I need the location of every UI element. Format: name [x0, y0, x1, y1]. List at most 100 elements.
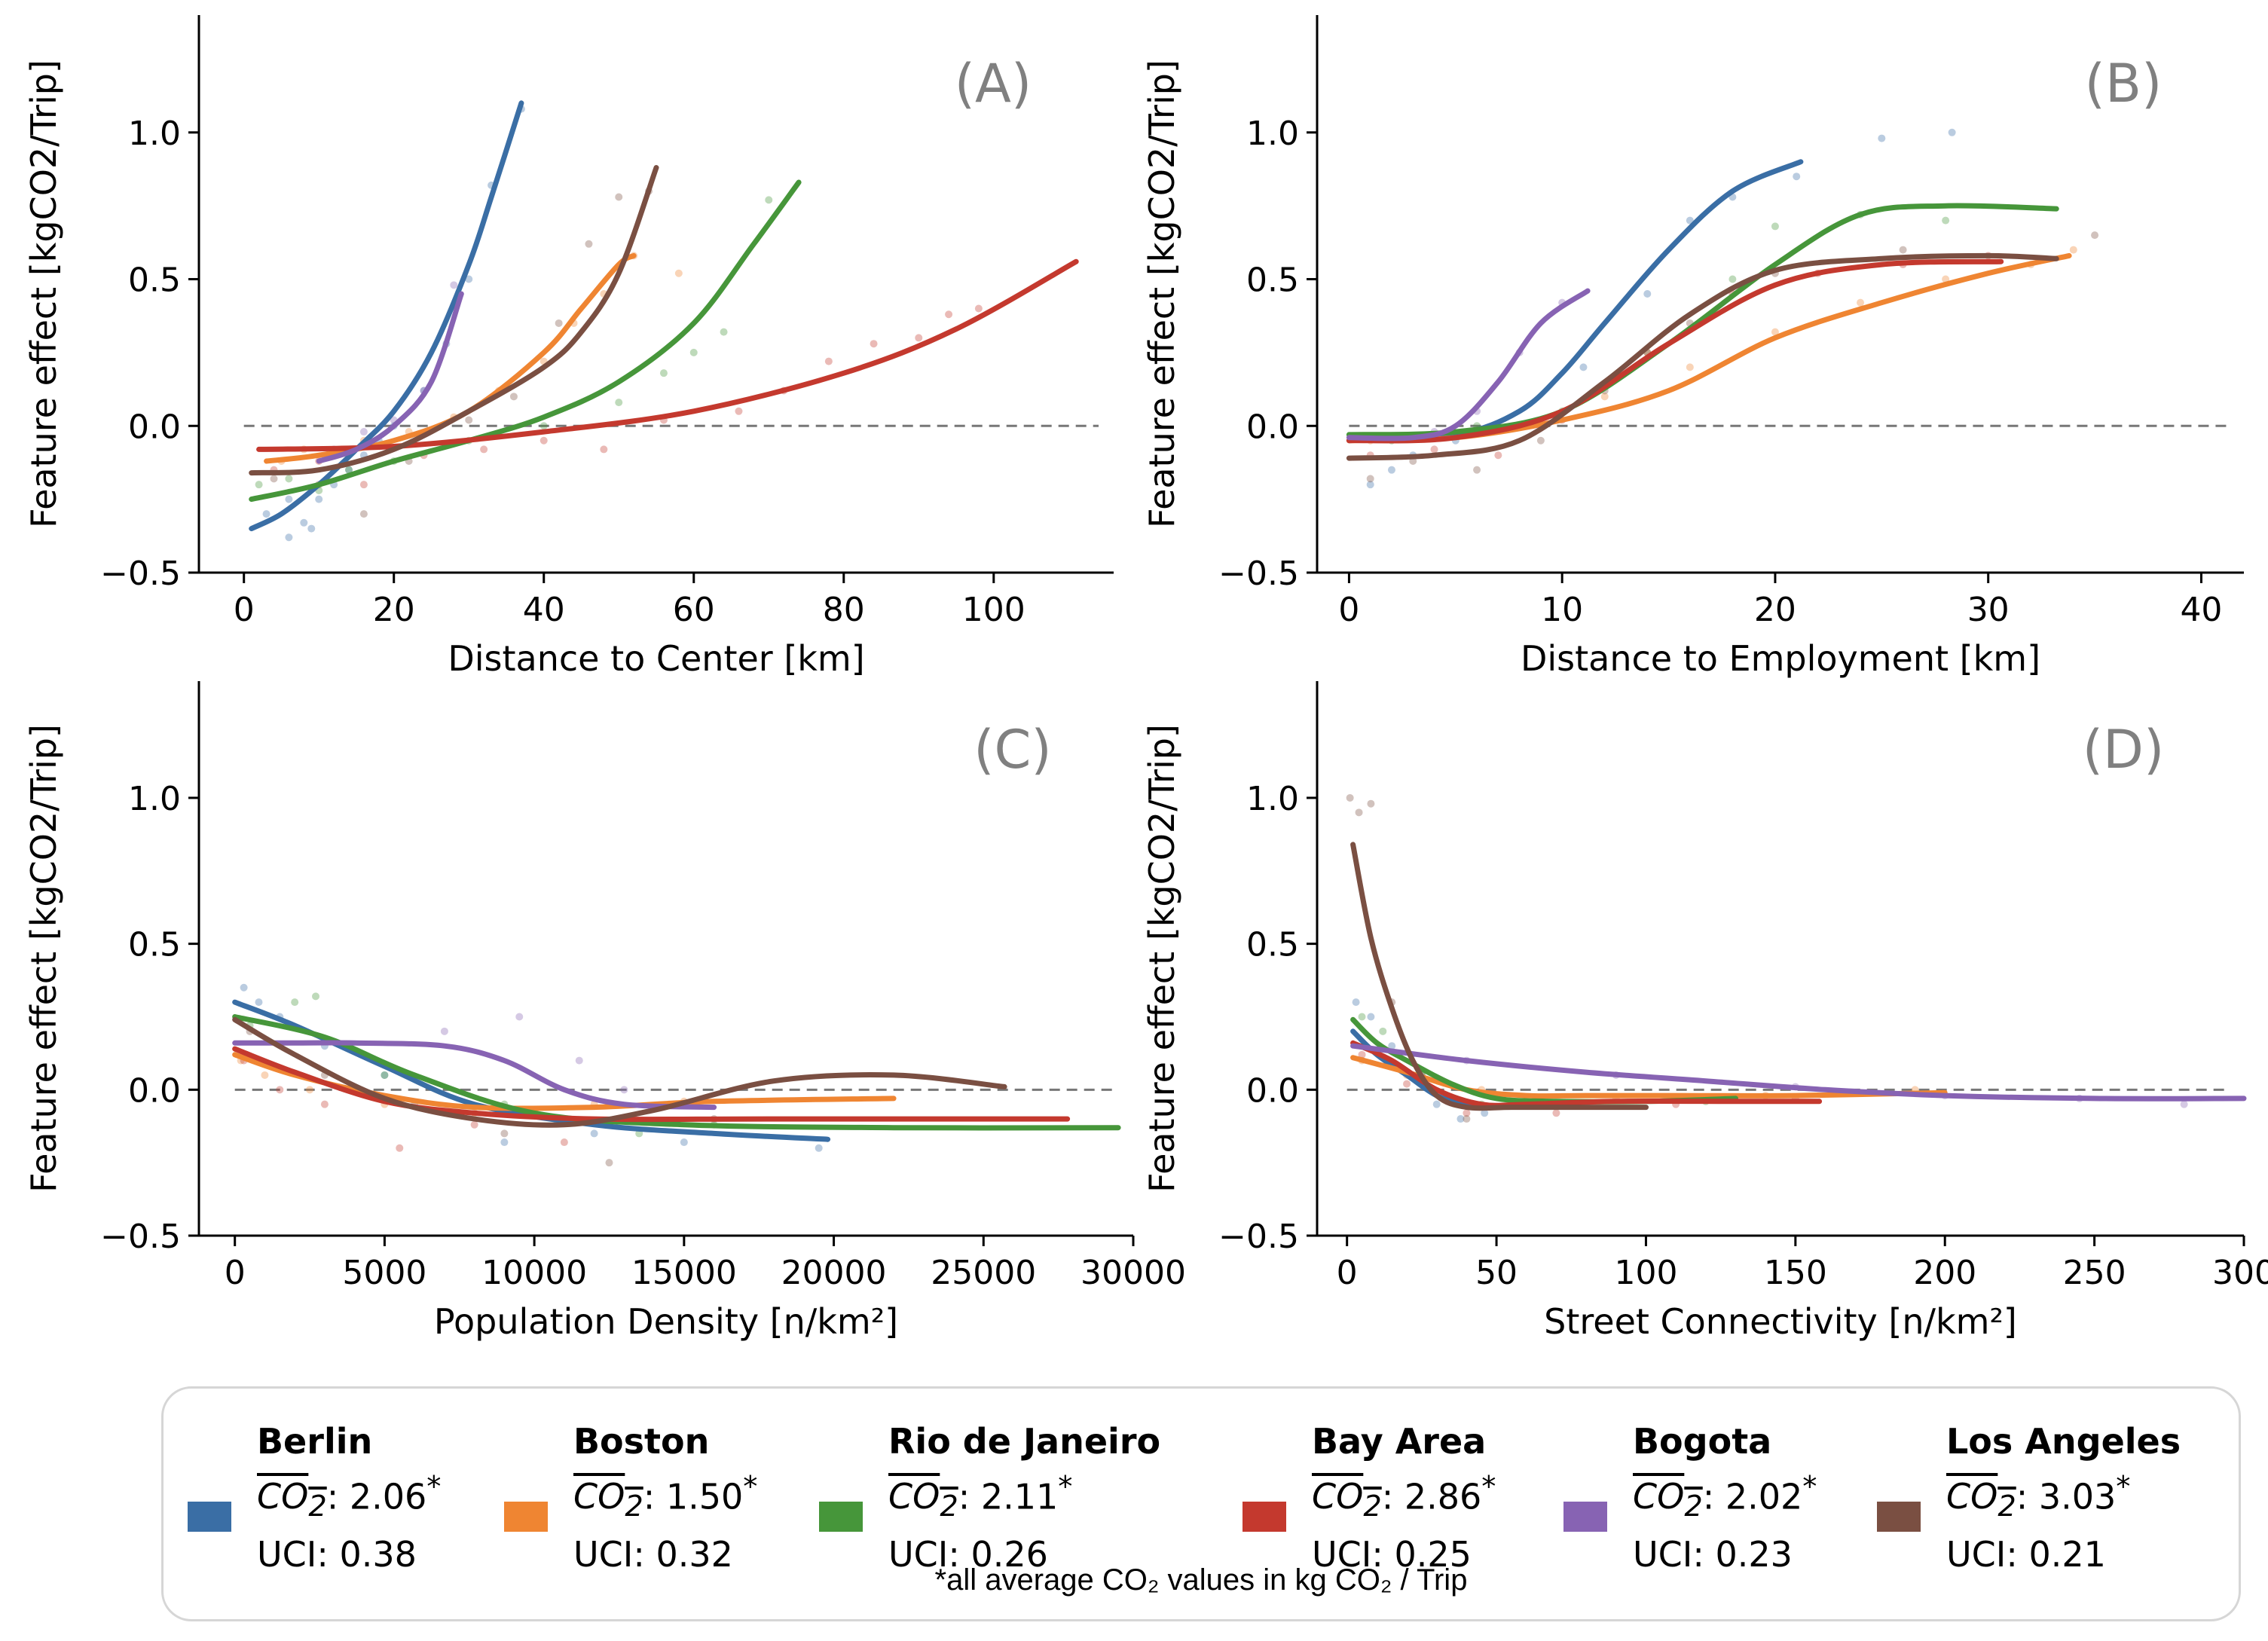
data-point [1432, 1100, 1441, 1108]
data-point [1481, 1109, 1489, 1117]
y-tick-label: 0.5 [1246, 261, 1299, 300]
x-tick-label: 20000 [781, 1254, 887, 1292]
data-point [255, 481, 263, 489]
data-point [1358, 1013, 1366, 1021]
data-point [359, 481, 368, 489]
legend-uci: UCI: 0.25 [1312, 1533, 1472, 1575]
data-point [1473, 466, 1481, 474]
data-point [605, 1159, 613, 1167]
data-point [465, 416, 473, 424]
data-point [1686, 363, 1694, 371]
y-axis-label: Feature effect [kgCO2/Trip] [23, 724, 64, 1193]
x-tick-label: 60 [673, 591, 715, 629]
series-line [1346, 288, 1591, 442]
legend-co2: CO2: 2.86* [1312, 1470, 1496, 1524]
data-point [689, 348, 698, 356]
legend-co2: CO2: 1.50* [573, 1470, 758, 1524]
panel-label: (A) [955, 53, 1032, 115]
x-tick-label: 0 [234, 591, 255, 629]
data-point [285, 495, 293, 503]
series-line [249, 165, 659, 476]
data-point [465, 275, 473, 283]
data-point [2069, 246, 2077, 254]
y-tick-label: −0.5 [1218, 555, 1299, 593]
x-tick-label: 0 [1338, 591, 1359, 629]
data-point [500, 1129, 509, 1138]
data-point [539, 436, 548, 445]
data-point [735, 407, 743, 415]
y-tick-label: 0.5 [1246, 926, 1299, 964]
y-tick-label: 1.0 [128, 780, 181, 818]
data-point [1579, 363, 1588, 371]
y-tick-label: −0.5 [1218, 1218, 1299, 1256]
series-line [232, 1016, 1007, 1128]
data-point [1387, 466, 1395, 474]
legend-co2: CO2: 2.11* [888, 1470, 1073, 1524]
data-point [345, 466, 353, 474]
legend-co2: CO2: 2.02* [1633, 1470, 1817, 1524]
data-point [381, 1071, 389, 1079]
legend-entry-berlin: Berlin CO2: 2.06* UCI: 0.38 [188, 1419, 442, 1578]
data-point [2180, 1100, 2188, 1108]
series-line [249, 100, 524, 532]
panel-label: (C) [974, 719, 1052, 781]
legend-city: Rio de Janeiro [888, 1421, 1161, 1462]
legend-co2-label: CO [257, 1476, 309, 1517]
data-point [1857, 298, 1865, 307]
data-point [1948, 128, 1956, 136]
data-point [615, 193, 623, 201]
legend-co2-label: CO [573, 1476, 625, 1517]
data-point [307, 524, 316, 533]
series-line [1350, 1040, 1823, 1108]
x-tick-label: 0 [1337, 1254, 1358, 1292]
data-point [240, 983, 248, 992]
data-point [270, 475, 278, 483]
legend-swatch-bogota [1563, 1502, 1607, 1532]
x-tick-label: 250 [2063, 1254, 2126, 1292]
y-axis-label: Feature effect [kgCO2/Trip] [1142, 60, 1182, 528]
data-point [276, 1086, 284, 1094]
legend-uci: UCI: 0.38 [257, 1533, 417, 1575]
legend-entry-bogota: Bogota CO2: 2.02* UCI: 0.23 [1563, 1419, 1817, 1578]
legend-co2: CO2: 2.06* [257, 1470, 442, 1524]
data-point [291, 998, 299, 1007]
data-point [600, 445, 608, 454]
y-axis-label: Feature effect [kgCO2/Trip] [1142, 724, 1182, 1193]
series-line [256, 258, 1079, 452]
data-point [915, 334, 923, 342]
data-point [1494, 451, 1502, 460]
y-tick-label: 1.0 [1246, 780, 1299, 818]
panel-label: (B) [2085, 53, 2163, 115]
y-tick-label: 0.0 [1246, 408, 1299, 446]
data-point [470, 1120, 478, 1129]
legend-co2-value: : 2.86 [1381, 1476, 1482, 1517]
data-point [1793, 173, 1801, 181]
series-line [1346, 258, 2004, 444]
legend-city: Berlin [257, 1421, 373, 1462]
data-point [1536, 436, 1545, 445]
y-tick-label: 1.0 [1246, 115, 1299, 153]
data-point [255, 998, 263, 1007]
legend-co2-value: : 2.06 [326, 1476, 427, 1517]
data-point [285, 475, 293, 483]
x-tick-label: 50 [1475, 1254, 1518, 1292]
data-point [1367, 1013, 1375, 1021]
data-point [515, 1013, 524, 1021]
x-tick-label: 0 [225, 1254, 246, 1292]
data-point [674, 269, 683, 277]
data-point [765, 196, 773, 204]
legend-co2-label: CO [1312, 1476, 1364, 1517]
series-line [316, 291, 464, 464]
legend-swatch-berlin [188, 1502, 231, 1532]
y-tick-label: −0.5 [100, 1218, 181, 1256]
data-point [560, 1138, 568, 1147]
data-point [381, 1071, 389, 1079]
data-point [450, 281, 458, 289]
data-point [1366, 481, 1374, 489]
legend-entry-los-angeles: Los Angeles CO2: 3.03* UCI: 0.21 [1877, 1419, 2181, 1578]
series-line [1346, 159, 1804, 444]
x-axis-label: Distance to Center [km] [448, 638, 864, 679]
data-point [1403, 1080, 1411, 1088]
legend-uci: UCI: 0.26 [888, 1533, 1048, 1575]
